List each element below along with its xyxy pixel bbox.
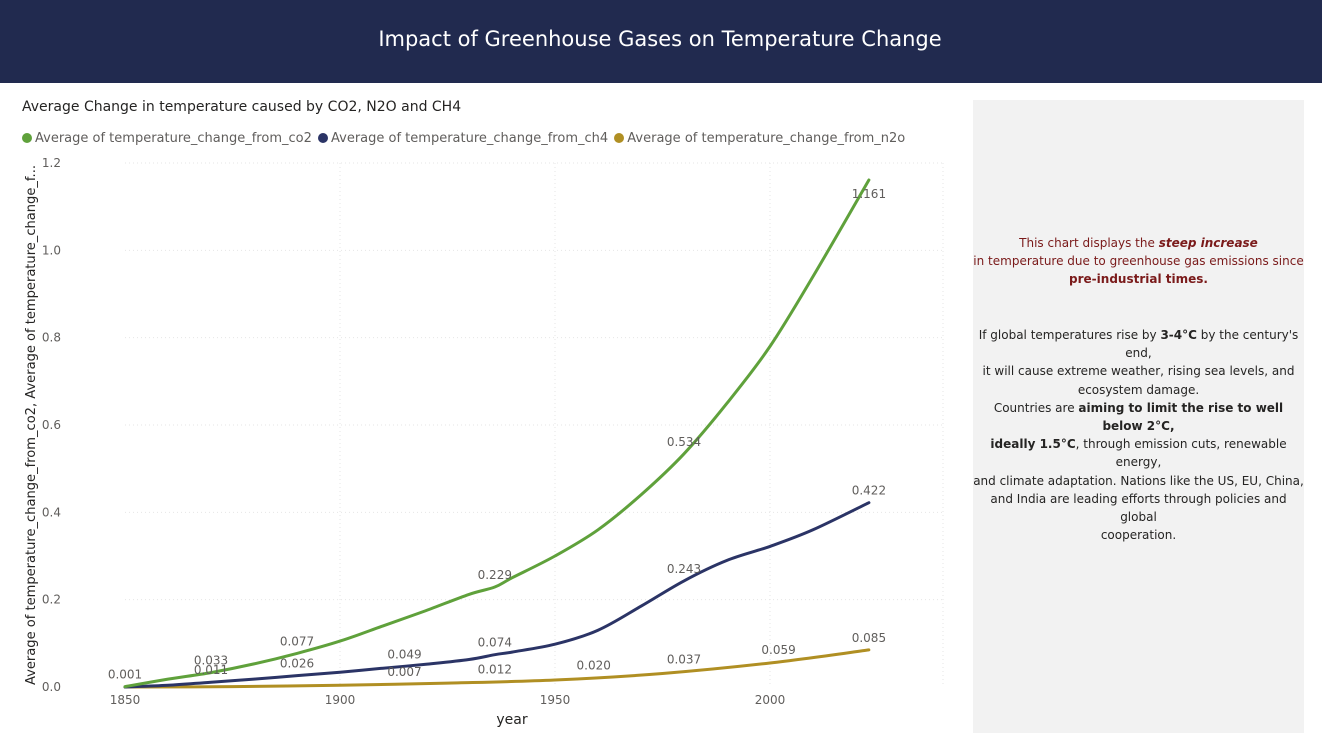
data-label: 0.033 xyxy=(194,654,228,668)
legend-label-n2o: Average of temperature_change_from_n2o xyxy=(627,131,906,146)
data-label: 1.161 xyxy=(852,187,886,201)
gridlines xyxy=(125,162,944,687)
note-line-3: ecosystem damage. xyxy=(1077,382,1200,397)
x-tick-label: 2000 xyxy=(755,693,786,707)
x-tick-label: 1950 xyxy=(540,693,571,707)
chart-legend[interactable]: Average of temperature_change_from_co2 A… xyxy=(22,131,907,146)
y-tick-label: 1.2 xyxy=(42,156,61,170)
data-labels: 0.001 0.033 0.077 0.229 0.534 1.161 0.011 0.026… xyxy=(108,187,886,682)
data-label: 0.059 xyxy=(761,643,795,657)
data-label: 0.026 xyxy=(280,657,314,671)
dashboard-title: Impact of Greenhouse Gases on Temperatur… xyxy=(378,27,942,51)
note-line-5: ideally 1.5°C, through emission cuts, re… xyxy=(973,435,1304,471)
data-label: 0.020 xyxy=(577,659,611,673)
data-label: 0.077 xyxy=(280,634,314,648)
legend-item-co2[interactable]: Average of temperature_change_from_co2 xyxy=(22,131,312,146)
legend-item-n2o[interactable]: Average of temperature_change_from_n2o xyxy=(614,131,905,146)
note-line-8: cooperation. xyxy=(1100,528,1177,543)
data-label: 0.243 xyxy=(667,562,701,576)
note-text: by the century's end, xyxy=(1125,328,1299,361)
x-axis-title: year xyxy=(496,712,527,728)
series-line-co2[interactable] xyxy=(123,178,871,689)
x-tick-label: 1900 xyxy=(325,693,356,707)
y-tick-label: 0.2 xyxy=(42,593,61,607)
chart-title: Average Change in temperature caused by … xyxy=(22,99,462,115)
note-line-4: Countries are aiming to limit the rise t… xyxy=(973,399,1304,435)
y-axis-title: Average of temperature_change_from_co2, … xyxy=(24,165,39,685)
note-line-1: If global temperatures rise by 3-4°C by … xyxy=(973,326,1304,362)
description-text: This chart displays the xyxy=(1019,236,1159,250)
note-bold-range: 3-4°C xyxy=(1160,328,1197,342)
description-line-3: pre-industrial times. xyxy=(973,270,1304,288)
note-text: If global temperatures rise by xyxy=(978,328,1161,342)
data-label: 0.012 xyxy=(478,663,512,677)
legend-item-ch4[interactable]: Average of temperature_change_from_ch4 xyxy=(318,131,608,146)
data-label: 0.422 xyxy=(852,484,886,498)
data-label: 0.037 xyxy=(667,652,701,666)
note-text: , through emission cuts, renewable energ… xyxy=(1075,437,1287,470)
note-bold-target: aiming to limit the rise to well below 2… xyxy=(1078,400,1284,434)
info-panel: This chart displays the steep increase i… xyxy=(973,100,1304,733)
legend-label-ch4: Average of temperature_change_from_ch4 xyxy=(331,131,609,146)
data-label: 0.007 xyxy=(387,665,421,679)
axes: 0.0 0.2 0.4 0.6 0.8 1.0 1.2 1850 1900 1950 2000 yea… xyxy=(24,156,785,728)
note-text: Countries are xyxy=(993,400,1079,415)
legend-dot-n2o xyxy=(614,133,625,143)
series-line-n2o[interactable] xyxy=(123,648,871,689)
data-label: 0.001 xyxy=(108,668,142,682)
climate-note: If global temperatures rise by 3-4°C by … xyxy=(973,326,1304,544)
note-line-7: and India are leading efforts through po… xyxy=(990,491,1287,525)
y-tick-label: 0.6 xyxy=(42,418,61,432)
dashboard-header: Impact of Greenhouse Gases on Temperatur… xyxy=(0,0,1322,83)
series-line-ch4[interactable] xyxy=(123,501,871,689)
series-lines[interactable] xyxy=(123,178,871,689)
data-label: 0.011 xyxy=(194,663,228,677)
data-label: 0.074 xyxy=(478,636,512,650)
y-tick-label: 0.8 xyxy=(42,331,61,345)
legend-dot-ch4 xyxy=(318,133,328,143)
note-bold-ideal: ideally 1.5°C xyxy=(990,437,1076,452)
chart-description: This chart displays the steep increase i… xyxy=(973,234,1304,289)
data-label: 0.049 xyxy=(387,647,421,661)
legend-dot-co2 xyxy=(22,133,32,143)
legend-label-co2: Average of temperature_change_from_co2 xyxy=(35,131,312,146)
description-line-2: in temperature due to greenhouse gas emi… xyxy=(973,254,1304,269)
y-tick-label: 0.0 xyxy=(42,680,61,694)
note-line-2: it will cause extreme weather, rising se… xyxy=(982,364,1295,379)
description-bold: pre-industrial times. xyxy=(1069,272,1208,287)
data-label: 0.229 xyxy=(478,568,512,582)
line-chart[interactable]: 0.0 0.2 0.4 0.6 0.8 1.0 1.2 1850 1900 1950 2000 yea… xyxy=(0,0,960,745)
description-line-1: This chart displays the steep increase xyxy=(973,234,1304,252)
data-label: 0.085 xyxy=(852,631,886,645)
y-tick-label: 0.4 xyxy=(42,505,61,519)
description-emphasis: steep increase xyxy=(1158,236,1258,250)
data-label: 0.534 xyxy=(667,435,701,449)
note-line-6: and climate adaptation. Nations like the… xyxy=(973,473,1304,488)
x-tick-label: 1850 xyxy=(110,693,141,707)
y-tick-label: 1.0 xyxy=(42,243,61,257)
